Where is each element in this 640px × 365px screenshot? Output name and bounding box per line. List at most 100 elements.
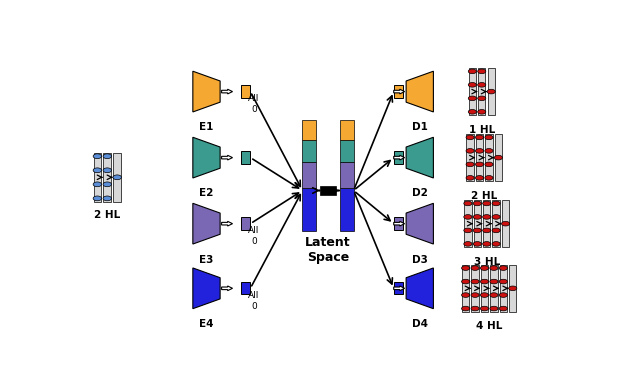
Circle shape xyxy=(93,154,102,159)
Circle shape xyxy=(103,168,111,173)
Circle shape xyxy=(485,162,493,167)
Circle shape xyxy=(494,155,502,160)
Bar xyxy=(241,218,250,230)
Bar xyxy=(93,153,101,202)
Text: 2 HL: 2 HL xyxy=(94,210,120,220)
Circle shape xyxy=(468,69,476,74)
Bar xyxy=(113,153,121,202)
Circle shape xyxy=(461,266,470,270)
Bar xyxy=(493,200,500,247)
Text: E2: E2 xyxy=(199,188,214,199)
Text: 3 HL: 3 HL xyxy=(474,257,500,266)
Polygon shape xyxy=(193,203,220,244)
Bar xyxy=(502,200,509,247)
Bar xyxy=(340,188,353,231)
Circle shape xyxy=(490,306,498,311)
Bar xyxy=(490,265,497,312)
Circle shape xyxy=(466,135,474,140)
Circle shape xyxy=(471,279,479,284)
Circle shape xyxy=(103,154,111,159)
Circle shape xyxy=(476,176,484,180)
Circle shape xyxy=(481,279,488,284)
Bar xyxy=(481,265,488,312)
Bar xyxy=(509,265,516,312)
Circle shape xyxy=(93,182,102,187)
Text: Latent
Space: Latent Space xyxy=(305,237,351,264)
Circle shape xyxy=(481,266,488,270)
Circle shape xyxy=(473,215,481,219)
Polygon shape xyxy=(193,268,220,309)
Polygon shape xyxy=(221,286,232,291)
Text: All
0: All 0 xyxy=(248,95,260,114)
Circle shape xyxy=(461,293,470,297)
Circle shape xyxy=(473,201,481,206)
Bar xyxy=(464,200,472,247)
Circle shape xyxy=(492,215,500,219)
Circle shape xyxy=(492,228,500,233)
Bar xyxy=(474,200,481,247)
Bar xyxy=(394,85,403,98)
Polygon shape xyxy=(193,71,220,112)
Circle shape xyxy=(477,96,486,101)
Polygon shape xyxy=(406,268,433,309)
Text: All
0: All 0 xyxy=(248,291,260,311)
Text: E4: E4 xyxy=(199,319,214,329)
Circle shape xyxy=(103,182,111,187)
Text: 1 HL: 1 HL xyxy=(468,124,495,135)
Circle shape xyxy=(471,266,479,270)
Circle shape xyxy=(483,201,491,206)
Circle shape xyxy=(466,149,474,153)
Circle shape xyxy=(477,110,486,114)
Bar xyxy=(241,85,250,98)
Circle shape xyxy=(461,306,470,311)
Bar xyxy=(468,68,476,115)
Polygon shape xyxy=(394,89,404,94)
Circle shape xyxy=(477,69,486,74)
Text: E3: E3 xyxy=(199,254,214,265)
Polygon shape xyxy=(221,89,232,94)
Text: D1: D1 xyxy=(412,122,428,132)
Circle shape xyxy=(466,176,474,180)
Bar xyxy=(340,140,353,162)
Circle shape xyxy=(485,176,493,180)
Circle shape xyxy=(477,82,486,87)
Polygon shape xyxy=(394,221,404,226)
Circle shape xyxy=(483,228,491,233)
Bar xyxy=(488,68,495,115)
Bar xyxy=(320,186,336,195)
Text: D3: D3 xyxy=(412,254,428,265)
Circle shape xyxy=(466,162,474,167)
Bar xyxy=(462,265,469,312)
Polygon shape xyxy=(406,71,433,112)
Bar xyxy=(340,120,353,140)
Circle shape xyxy=(93,196,102,201)
Bar xyxy=(478,68,485,115)
Polygon shape xyxy=(221,155,232,160)
Circle shape xyxy=(461,279,470,284)
Circle shape xyxy=(113,175,122,180)
Circle shape xyxy=(490,293,498,297)
Polygon shape xyxy=(406,203,433,244)
Circle shape xyxy=(464,215,472,219)
Circle shape xyxy=(473,242,481,246)
Bar xyxy=(303,140,316,162)
Text: E1: E1 xyxy=(199,122,214,132)
Circle shape xyxy=(481,293,488,297)
Circle shape xyxy=(487,89,495,94)
Circle shape xyxy=(476,135,484,140)
Circle shape xyxy=(103,196,111,201)
Circle shape xyxy=(492,242,500,246)
Circle shape xyxy=(499,306,508,311)
Polygon shape xyxy=(394,155,404,160)
Bar xyxy=(394,282,403,295)
Text: 2 HL: 2 HL xyxy=(471,191,497,200)
Circle shape xyxy=(485,135,493,140)
Circle shape xyxy=(485,149,493,153)
Bar xyxy=(241,282,250,295)
Circle shape xyxy=(473,228,481,233)
Circle shape xyxy=(476,149,484,153)
Circle shape xyxy=(483,215,491,219)
Bar xyxy=(467,134,474,181)
Polygon shape xyxy=(394,286,404,291)
Circle shape xyxy=(464,201,472,206)
